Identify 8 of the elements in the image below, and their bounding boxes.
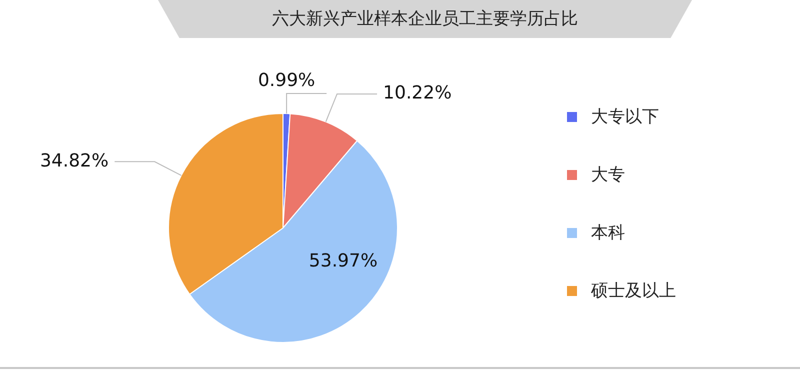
legend-label: 大专 (591, 164, 625, 186)
data-label: 10.22% (383, 82, 452, 104)
legend-label: 大专以下 (591, 106, 659, 128)
data-label: 34.82% (40, 150, 109, 172)
legend-label: 硕士及以上 (591, 280, 676, 302)
data-label: 53.97% (308, 250, 378, 272)
data-label: 0.99% (258, 70, 316, 92)
legend-label: 本科 (591, 222, 625, 244)
